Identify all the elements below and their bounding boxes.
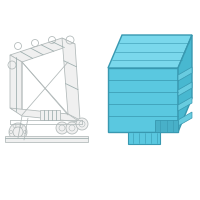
Polygon shape <box>128 132 160 144</box>
Polygon shape <box>108 35 192 68</box>
Polygon shape <box>10 55 22 115</box>
Polygon shape <box>5 136 88 142</box>
Polygon shape <box>40 110 60 120</box>
Circle shape <box>56 122 68 134</box>
Polygon shape <box>10 108 80 122</box>
Polygon shape <box>155 120 178 132</box>
Polygon shape <box>178 82 192 96</box>
Polygon shape <box>178 35 192 132</box>
Polygon shape <box>178 67 192 81</box>
Circle shape <box>9 123 27 141</box>
Circle shape <box>76 118 88 130</box>
Polygon shape <box>178 112 192 126</box>
Circle shape <box>66 122 78 134</box>
Polygon shape <box>62 38 80 120</box>
Polygon shape <box>178 97 192 111</box>
Polygon shape <box>108 68 178 132</box>
Polygon shape <box>10 38 75 62</box>
